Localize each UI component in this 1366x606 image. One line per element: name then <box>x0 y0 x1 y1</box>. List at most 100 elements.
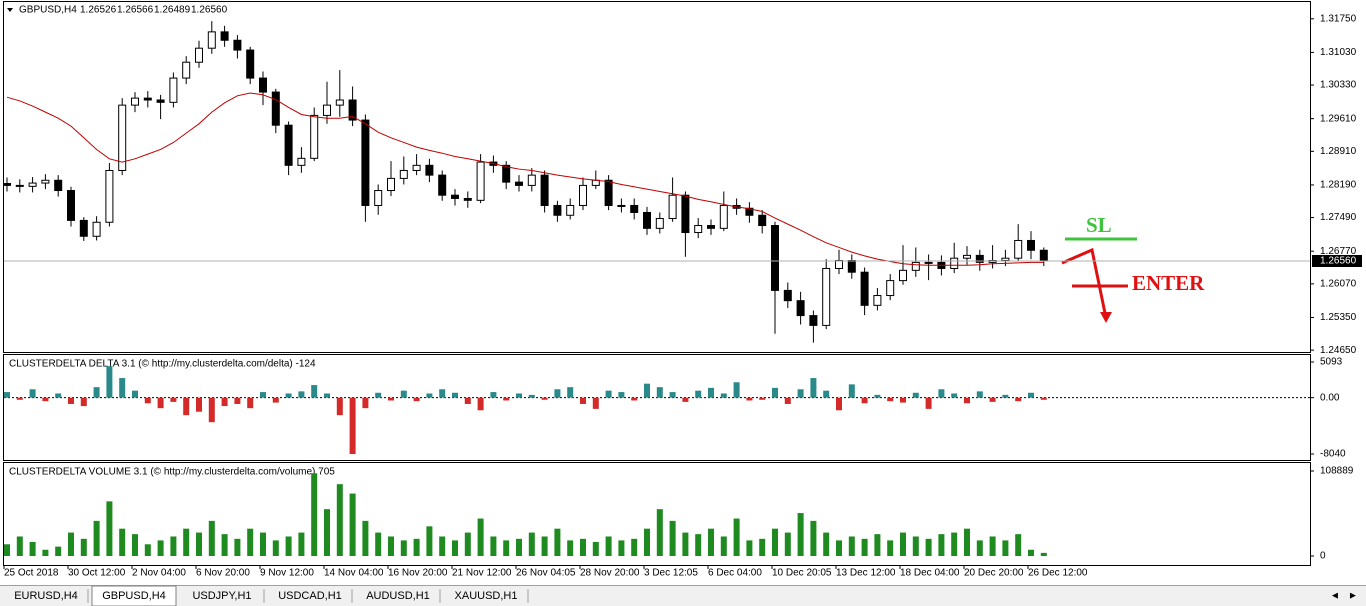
candle-body <box>412 164 421 171</box>
bar <box>516 393 522 398</box>
bar <box>413 538 420 557</box>
bar <box>618 540 625 557</box>
bar <box>93 387 100 398</box>
bar <box>516 538 522 557</box>
candle-body <box>809 315 818 326</box>
bar <box>157 540 164 557</box>
tab[interactable] <box>4 588 88 605</box>
y-tick-label: 1.28190 <box>1320 180 1357 191</box>
y-tick-label: 1.25350 <box>1320 312 1357 323</box>
bar <box>682 397 689 402</box>
bar <box>260 392 266 398</box>
candle-body <box>284 124 293 166</box>
bar <box>1002 540 1009 557</box>
bar <box>106 366 113 398</box>
bar <box>477 397 484 411</box>
candle-body <box>207 31 216 49</box>
candle-body <box>1039 249 1048 262</box>
bar <box>567 387 574 398</box>
y-tick-label: 1.29610 <box>1320 113 1357 124</box>
bar <box>964 528 970 557</box>
bar <box>375 532 382 557</box>
bar <box>413 397 420 402</box>
candle-body <box>604 179 613 206</box>
bar <box>836 540 842 557</box>
bar <box>375 392 382 398</box>
bar <box>208 520 215 557</box>
bar <box>452 540 458 557</box>
candle-body <box>911 261 920 271</box>
bar <box>439 389 446 398</box>
candle-body <box>668 194 677 220</box>
candle-body <box>387 177 395 192</box>
candle-body <box>502 164 511 183</box>
y-tick-label: 1.31030 <box>1320 47 1357 58</box>
x-tick-label: 6 Nov 20:00 <box>196 568 250 579</box>
tab[interactable] <box>356 588 440 605</box>
candle-body <box>297 157 306 166</box>
bar <box>285 536 292 557</box>
candle-body <box>118 104 127 171</box>
menu-arrow[interactable] <box>7 8 13 12</box>
enter-label: ENTER <box>1132 271 1205 295</box>
y-tick-label: 1.30330 <box>1320 80 1357 91</box>
candle-body <box>182 61 191 79</box>
candle-body <box>259 77 267 93</box>
bar <box>772 387 778 398</box>
candle-body <box>28 182 37 187</box>
last-price-label: 1.26560 <box>1320 256 1357 267</box>
bar <box>426 526 433 557</box>
bar <box>797 389 804 398</box>
bar <box>349 397 356 454</box>
candle-body <box>796 300 805 317</box>
candle-body <box>860 271 869 306</box>
scroll-left[interactable]: ◄ <box>1330 591 1340 602</box>
bar <box>298 391 305 398</box>
y-tick-label: 0 <box>1320 551 1326 562</box>
main-panel <box>3 1 1311 353</box>
bar <box>221 397 228 407</box>
indicator-title: CLUSTERDELTA VOLUME 3.1 (© http://my.clu… <box>9 467 335 478</box>
indicator-title: CLUSTERDELTA DELTA 3.1 (© http://my.clus… <box>9 359 316 370</box>
symbol: GBPUSD,H4 <box>19 5 77 16</box>
tab[interactable] <box>91 585 177 606</box>
x-tick-label: 20 Dec 20:00 <box>964 568 1024 579</box>
candle-body <box>822 267 831 326</box>
bar <box>861 538 868 557</box>
bar <box>669 392 676 398</box>
tab[interactable] <box>268 588 352 605</box>
x-tick-label: 26 Nov 04:05 <box>516 568 576 579</box>
bar <box>887 397 894 402</box>
bar <box>298 532 305 557</box>
bar <box>733 382 740 398</box>
bar <box>720 536 727 557</box>
bar <box>656 387 663 398</box>
candle-body <box>131 97 139 106</box>
ohlc-low: 1.26489 <box>154 5 191 16</box>
bar <box>272 397 279 403</box>
x-tick-label: 6 Dec 04:00 <box>708 568 762 579</box>
bar <box>631 538 638 557</box>
candle-body <box>681 194 690 234</box>
candle-body <box>79 219 88 237</box>
candle-body <box>476 161 485 201</box>
y-tick-label: 1.27490 <box>1320 212 1357 223</box>
y-tick-label: 1.24650 <box>1320 345 1357 356</box>
bar <box>541 397 548 400</box>
bar <box>541 536 548 557</box>
bar <box>196 532 202 557</box>
scroll-right[interactable]: ► <box>1348 591 1358 602</box>
bar <box>349 493 356 557</box>
tab[interactable] <box>444 588 528 605</box>
bar <box>554 528 561 557</box>
bar <box>823 532 830 557</box>
x-tick-label: 18 Dec 04:00 <box>900 568 960 579</box>
bar <box>247 528 254 557</box>
x-tick-label: 28 Nov 20:00 <box>580 568 640 579</box>
bar <box>810 520 817 557</box>
tabs: EURUSD,H4 GBPUSD,H4 USDJPY,H1 USDCAD,H1 AUDU… <box>4 585 529 606</box>
moving-average <box>6 92 1044 266</box>
arrow-head <box>1100 312 1112 323</box>
tab[interactable] <box>180 588 264 605</box>
